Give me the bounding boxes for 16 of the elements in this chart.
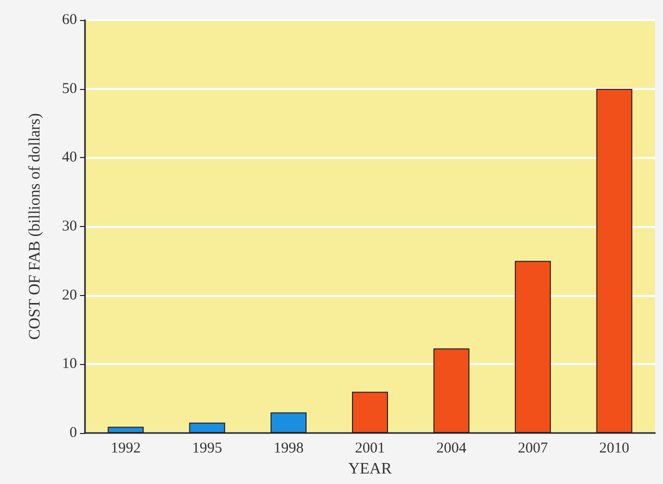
x-tick-label: 2010 [599,440,630,456]
x-tick-label: 1992 [110,440,141,456]
x-axis-title: YEAR [348,460,392,478]
y-tick-label: 50 [62,80,77,97]
y-tick-label: 40 [62,150,77,166]
y-tick-label: 20 [62,287,77,304]
y-axis-title: COST OF FAB (billions of dollars) [26,113,44,340]
y-tick-label: 30 [62,218,77,234]
y-tick-label: 0 [70,425,77,441]
y-tick-label: 60 [62,12,77,28]
x-tick-label: 2004 [436,440,467,456]
x-tick-label: 2007 [518,440,548,456]
x-tick-label: 2001 [355,440,385,456]
y-tick-label: 10 [62,356,77,372]
x-tick-label: 1998 [274,440,304,456]
x-tick-label: 1995 [192,440,222,456]
